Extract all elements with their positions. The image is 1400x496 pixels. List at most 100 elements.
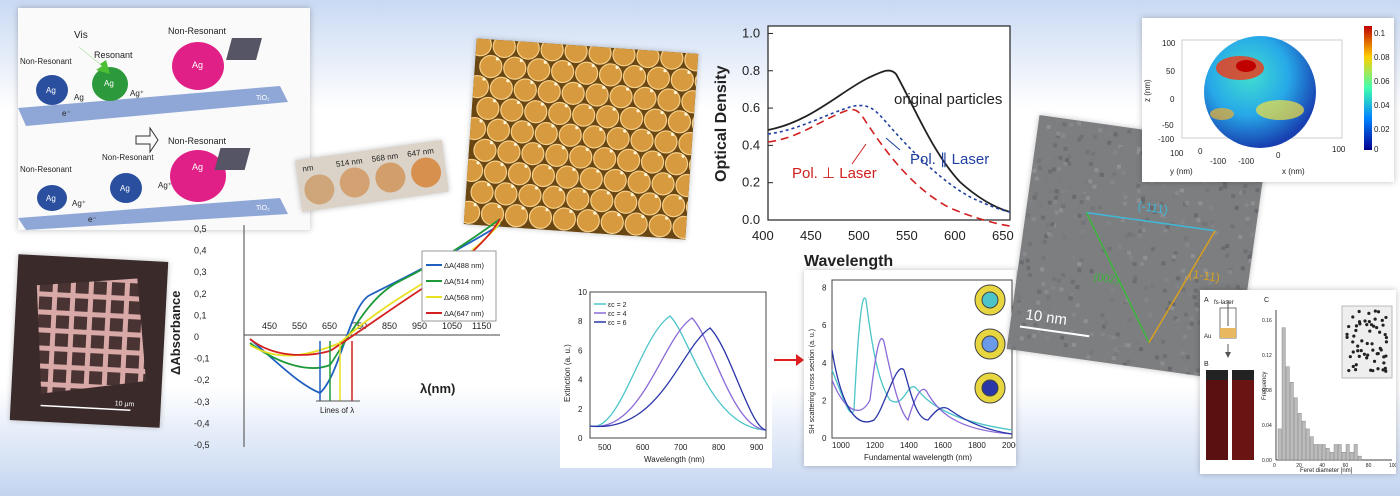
hist-bar <box>1333 444 1338 461</box>
nanoparticle-dot <box>1376 351 1380 356</box>
ag-particle-nonresonant-small <box>36 75 68 105</box>
ag-scheme-panel: Vis Resonant Non-Resonant Non-Resonant N… <box>18 8 310 230</box>
sh-y-tick: 4 <box>822 359 827 368</box>
abs-y-tick: -0,2 <box>194 375 210 385</box>
hotspot-dot <box>681 154 685 158</box>
label-agplus-2: Ag⁺ <box>72 199 86 208</box>
legend-label: ΔA(514 nm) <box>444 277 485 286</box>
hotspot-dot <box>534 186 539 190</box>
hotspot-dot <box>689 218 693 222</box>
red-arrow-icon <box>774 354 804 366</box>
hotspot-dot <box>633 151 637 155</box>
nanoparticle-dot <box>1372 359 1377 363</box>
nanoparticle-dot <box>1365 341 1369 346</box>
abs-x-tick: 1150 <box>472 321 491 331</box>
abs-x-tick: 550 <box>292 321 307 331</box>
nanoparticle-dot <box>1347 368 1351 373</box>
hotspot-dot <box>575 126 579 130</box>
hotspot-dot <box>585 147 589 152</box>
well-label-2: 514 nm <box>335 156 363 169</box>
sh-scattering-chart: 0 2 4 6 8 1000 1200 1400 1600 1800 2000 SH scatteri… <box>809 279 1016 462</box>
nanoparticle-dot <box>1381 323 1385 327</box>
hotspot-dot <box>606 191 610 195</box>
well-1 <box>304 174 335 205</box>
hotspot-dot <box>582 189 586 193</box>
hotspot-dot <box>489 141 494 145</box>
hist-y-tick: 0.16 <box>1262 318 1272 324</box>
abs-y-tick: -0,3 <box>194 397 210 407</box>
colloid-sphere <box>518 183 542 208</box>
nanoparticle-dot <box>1359 348 1363 353</box>
colloid-sphere <box>528 205 553 229</box>
ext-x-tick: 500 <box>598 443 612 452</box>
hotspot-dot <box>663 69 667 73</box>
colloid-sphere <box>643 108 668 132</box>
colloid-sphere <box>470 180 494 204</box>
sh-y-tick: 6 <box>822 321 827 330</box>
label-nonresonant-2: Non-Resonant <box>168 26 227 36</box>
colloid-sphere <box>531 163 555 188</box>
hotspot-dot <box>615 65 619 69</box>
ag-particle-bottom-b <box>110 173 142 203</box>
hotspot-dot <box>641 214 645 219</box>
abs-y-tick: -0,5 <box>194 440 210 450</box>
label-ag-7: Ag <box>192 162 203 172</box>
tio2-substrate-top <box>18 86 288 126</box>
hist-x-tick: 100 <box>1389 463 1396 469</box>
colloid-sphere <box>579 167 603 191</box>
nanoparticle-dot <box>1369 323 1374 327</box>
colloid-sphere <box>694 70 699 94</box>
vial-1 <box>1206 370 1228 460</box>
optical-density-panel: 0.0 0.2 0.4 0.6 0.8 1.0 400 450 500 550 600 650 Opti… <box>700 12 1020 272</box>
nanoparticle-dot <box>1381 368 1385 372</box>
hotspot-dot <box>625 87 630 91</box>
nanoparticle-dot <box>1356 344 1360 348</box>
ag-particle-resonant <box>92 67 128 101</box>
hist-bar <box>1357 455 1362 461</box>
colloid-sphere <box>569 145 593 169</box>
label-electron-1: e⁻ <box>62 109 71 118</box>
nanoparticle-dot <box>1357 354 1361 358</box>
ext-series-line <box>589 327 767 431</box>
hist-y-tick: 0.04 <box>1262 423 1272 429</box>
abs-y-tick: 0,5 <box>194 224 207 234</box>
hotspot-dot <box>537 144 542 148</box>
colloid-sphere <box>572 103 596 127</box>
sphere-plot-panel: 0.1 0.08 0.06 0.04 0.02 0 100 50 0 -50 -… <box>1142 18 1394 182</box>
au-label: Au <box>1204 334 1211 340</box>
colloid-sphere <box>503 56 527 80</box>
colloid-sphere <box>483 160 508 184</box>
nanoparticle-dot <box>1367 320 1371 324</box>
od-y-tick: 1.0 <box>742 25 760 40</box>
abs-xlabel: λ(nm) <box>420 381 455 396</box>
abs-series-line <box>249 218 501 369</box>
nanoparticle-dot <box>1356 349 1360 353</box>
colloid-sphere <box>582 125 606 149</box>
hotspot-dot <box>578 84 582 88</box>
hotspot-dot <box>639 67 643 71</box>
colloid-sphere <box>527 58 551 82</box>
colloid-sphere <box>633 86 657 110</box>
nanoparticle-dot <box>1345 332 1349 336</box>
lines-of-lambda-label: Lines of λ <box>320 406 354 415</box>
nanoparticle-dot <box>1351 350 1355 354</box>
colloid-sphere <box>513 78 537 102</box>
colloid-sphere <box>651 172 675 196</box>
sem-colloid-image <box>463 38 699 240</box>
hist-bar <box>1321 444 1326 461</box>
ext-x-tick: 700 <box>674 443 688 452</box>
vial-2 <box>1232 370 1254 460</box>
hotspot-dot <box>697 92 699 96</box>
ag-scheme-figure: Vis Resonant Non-Resonant Non-Resonant N… <box>18 26 288 230</box>
nanoparticle-dot <box>1368 329 1372 333</box>
x-tick-0: -100 <box>1238 157 1255 166</box>
nanoparticle-dot <box>1376 310 1381 314</box>
hist-bar <box>1317 444 1322 461</box>
hotspot-dot <box>649 89 654 93</box>
beaker-solution <box>1220 328 1236 338</box>
hotspot-dot <box>596 169 600 173</box>
colloid-sphere <box>664 152 689 176</box>
hotspot-dot <box>660 110 664 115</box>
hotspot-dot <box>665 216 669 220</box>
hist-bar <box>1325 448 1330 461</box>
